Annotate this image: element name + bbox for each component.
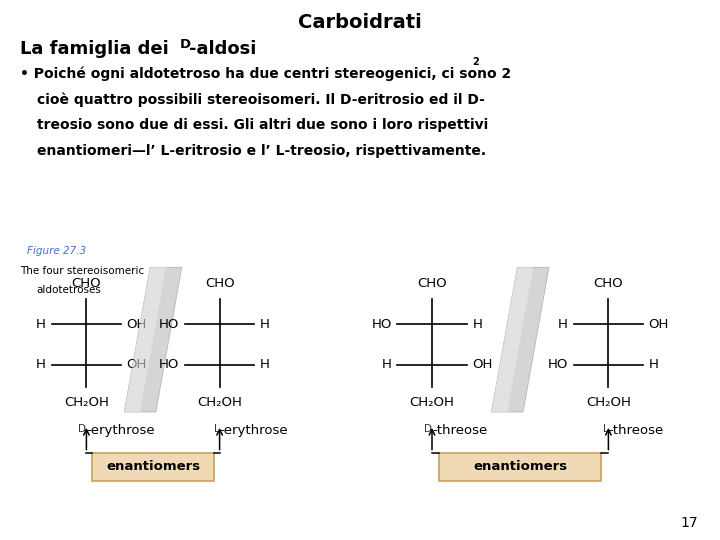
Text: 2: 2	[472, 57, 479, 67]
Text: -erythrose: -erythrose	[86, 424, 155, 437]
Text: L: L	[603, 424, 608, 434]
Text: Figure 27.3: Figure 27.3	[27, 246, 86, 256]
Text: D: D	[424, 424, 432, 434]
Text: CH₂OH: CH₂OH	[410, 396, 454, 409]
Text: CHO: CHO	[593, 277, 624, 290]
Text: CHO: CHO	[71, 277, 102, 290]
Text: CH₂OH: CH₂OH	[197, 396, 242, 409]
Text: H: H	[260, 358, 270, 371]
Text: H: H	[260, 318, 270, 330]
FancyBboxPatch shape	[439, 453, 601, 481]
FancyBboxPatch shape	[91, 453, 215, 481]
Text: enantiomers: enantiomers	[106, 460, 200, 473]
Text: aldotetroses: aldotetroses	[36, 285, 101, 295]
Text: enantiomers: enantiomers	[473, 460, 567, 473]
Text: cioè quattro possibili stereoisomeri. Il D-eritrosio ed il D-: cioè quattro possibili stereoisomeri. Il…	[37, 92, 485, 107]
Polygon shape	[125, 267, 166, 412]
Polygon shape	[491, 267, 549, 412]
Text: The four stereoisomeric: The four stereoisomeric	[20, 266, 145, 276]
Text: -aldosi: -aldosi	[189, 40, 256, 58]
Text: L: L	[214, 424, 220, 434]
Text: D: D	[78, 424, 86, 434]
Text: treosio sono due di essi. Gli altri due sono i loro rispettivi: treosio sono due di essi. Gli altri due …	[37, 118, 489, 132]
Text: La famiglia dei: La famiglia dei	[20, 40, 175, 58]
Text: OH: OH	[127, 358, 147, 371]
Text: CHO: CHO	[417, 277, 447, 290]
Text: HO: HO	[159, 318, 179, 330]
Text: H: H	[36, 358, 46, 371]
Text: -threose: -threose	[608, 424, 664, 437]
Text: -threose: -threose	[432, 424, 487, 437]
Text: D: D	[180, 38, 191, 51]
Text: OH: OH	[472, 358, 492, 371]
Text: Carboidrati: Carboidrati	[298, 14, 422, 32]
Text: • Poiché ogni aldotetroso ha due centri stereogenici, ci sono 2: • Poiché ogni aldotetroso ha due centri …	[20, 66, 511, 81]
Text: 17: 17	[681, 516, 698, 530]
Text: HO: HO	[548, 358, 568, 371]
Text: OH: OH	[127, 318, 147, 330]
Text: HO: HO	[159, 358, 179, 371]
Text: H: H	[558, 318, 568, 330]
Text: CH₂OH: CH₂OH	[586, 396, 631, 409]
Text: HO: HO	[372, 318, 392, 330]
Text: enantiomeri—l’ L-eritrosio e l’ L-treosio, rispettivamente.: enantiomeri—l’ L-eritrosio e l’ L-treosi…	[37, 144, 487, 158]
Text: H: H	[649, 358, 659, 371]
Text: OH: OH	[649, 318, 669, 330]
Text: CHO: CHO	[204, 277, 235, 290]
Polygon shape	[125, 267, 181, 412]
Text: H: H	[472, 318, 482, 330]
Text: CH₂OH: CH₂OH	[64, 396, 109, 409]
Text: H: H	[382, 358, 392, 371]
Text: H: H	[36, 318, 46, 330]
Polygon shape	[491, 267, 533, 412]
Text: -erythrose: -erythrose	[220, 424, 288, 437]
